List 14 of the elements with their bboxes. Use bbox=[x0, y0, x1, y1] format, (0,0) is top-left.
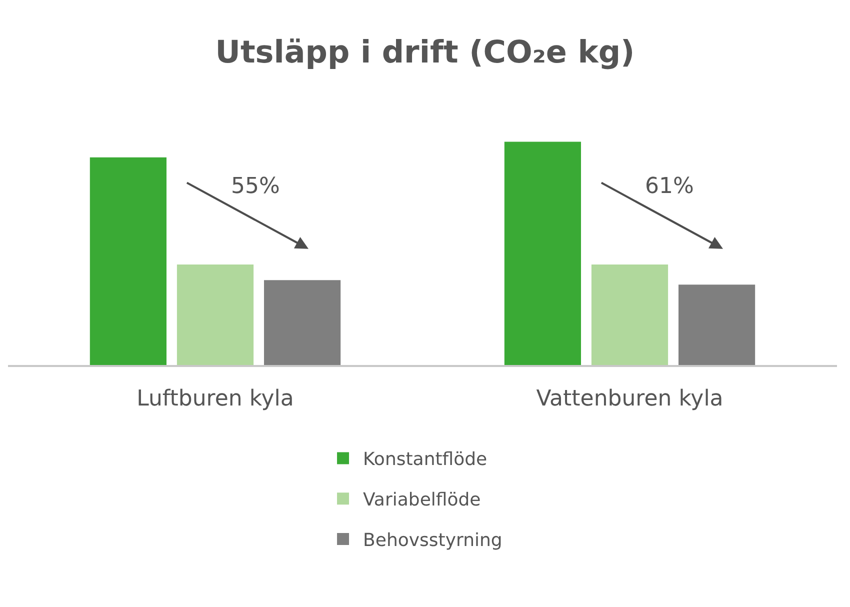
bar bbox=[264, 280, 341, 365]
bar bbox=[90, 157, 166, 365]
annotation: 55% bbox=[231, 174, 280, 199]
bar bbox=[176, 264, 254, 365]
legend-label: Variabelflöde bbox=[363, 490, 481, 511]
legend-label: Konstantflöde bbox=[363, 449, 488, 470]
bar bbox=[504, 142, 581, 365]
bar bbox=[678, 284, 756, 365]
legend-label: Behovsstyrning bbox=[363, 530, 502, 552]
bar bbox=[591, 264, 668, 365]
x-tick-label: Vattenburen kyla bbox=[536, 386, 724, 412]
annotation: 61% bbox=[645, 174, 694, 199]
x-tick-label: Luftburen kyla bbox=[136, 386, 294, 412]
chart-title: Utsläpp i drift (CO₂e kg) bbox=[215, 34, 635, 70]
